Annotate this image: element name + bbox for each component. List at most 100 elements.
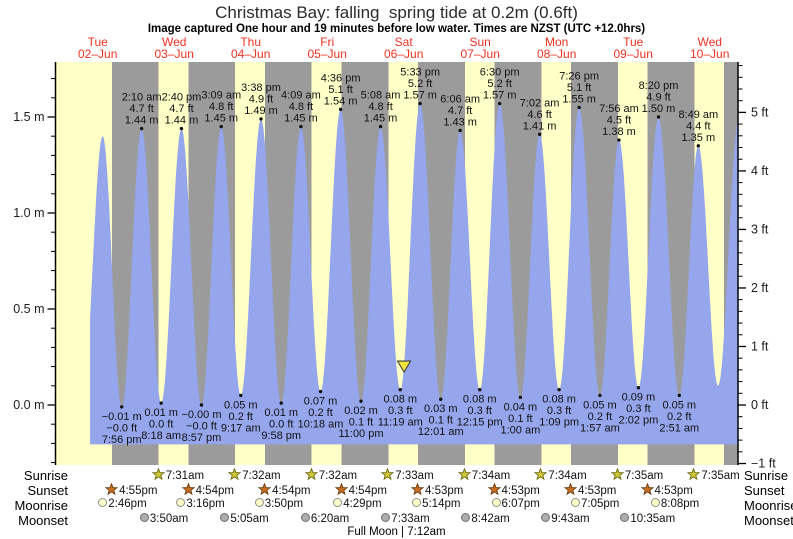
low-tide-label: −0.01 m −0.0 ft 7:56 pm — [102, 411, 142, 446]
tide-event-dot — [598, 393, 602, 398]
tide-label-line: 5:33 pm — [400, 67, 440, 79]
tide-label-line: 9:17 am — [221, 422, 261, 434]
tide-label-line: 0.1 ft — [349, 417, 373, 429]
tide-event-dot — [696, 144, 701, 148]
tide-label-line: 2:51 am — [659, 422, 699, 434]
tide-event-dot — [636, 386, 641, 390]
high-tide-label: 2:10 am 4.7 ft 1.44 m — [122, 92, 162, 127]
high-tide-label: 4:36 pm 5.1 ft 1.54 m — [321, 72, 361, 107]
m-axis-label: 0.5 m — [13, 302, 44, 316]
tide-event-dot — [518, 395, 523, 400]
tide-label-line: 0.08 m — [463, 394, 497, 406]
high-tide-label: 5:08 am 4.8 ft 1.45 m — [361, 90, 401, 125]
low-tide-label: 0.03 m 0.1 ft 12:01 am — [418, 403, 464, 438]
tide-label-line: 1.49 m — [244, 105, 278, 117]
tide-event-dot — [557, 387, 561, 392]
tide-label-line: 1.45 m — [364, 113, 398, 125]
m-axis-label: 0.0 m — [13, 398, 44, 412]
tide-label-line: 0.08 m — [542, 394, 576, 406]
tide-label-line: 0.08 m — [383, 394, 417, 406]
high-tide-label: 6:06 am 4.7 ft 1.43 m — [440, 93, 480, 128]
ft-axis-label: 4 ft — [751, 164, 769, 178]
tide-event-dot — [259, 117, 263, 121]
low-tide-label: 0.04 m 0.1 ft 1:00 am — [501, 401, 541, 436]
high-tide-label: 3:38 pm 4.9 ft 1.49 m — [241, 82, 281, 117]
tide-label-line: 3:09 am — [201, 90, 241, 102]
tide-label-line: −0.0 ft — [186, 421, 217, 433]
full-moon-note: Full Moon | 7:12am — [347, 526, 446, 538]
tide-label-line: −0.0 ft — [106, 422, 137, 434]
tide-curve — [90, 103, 739, 445]
day-weekday: Sat — [394, 35, 413, 49]
ft-axis-label: 3 ft — [751, 222, 769, 236]
tide-label-line: 4:09 am — [281, 90, 321, 102]
day-weekday: Tue — [87, 35, 108, 49]
tide-label-line: 2:40 pm — [162, 92, 202, 104]
tide-label-line: 0.01 m — [144, 407, 178, 419]
tide-label-line: 12:01 am — [418, 426, 464, 438]
day-weekday: Fri — [320, 35, 335, 49]
tide-label-line: 0.02 m — [344, 405, 378, 417]
tide-label-line: 3:38 pm — [241, 82, 281, 94]
tide-event-dot — [159, 401, 163, 405]
low-tide-label: 0.02 m 0.1 ft 11:00 pm — [338, 405, 383, 440]
tide-label-line: 4.7 ft — [169, 103, 193, 115]
tide-label-line: 6:06 am — [440, 93, 480, 105]
tide-label-line: 4.6 ft — [527, 109, 551, 121]
tide-label-line: 10:18 am — [298, 419, 344, 431]
tide-label-line: 0.2 ft — [229, 411, 253, 423]
day-date: 05–Jun — [307, 47, 347, 61]
tide-event-dot — [299, 124, 303, 129]
tide-event-dot — [239, 393, 243, 398]
high-tide-label: 5:33 pm 5.2 ft 1.57 m — [400, 67, 440, 102]
day-label: Tue 02–Jun — [60, 36, 136, 60]
day-date: 08–Jun — [537, 47, 577, 61]
day-date: 10–Jun — [690, 47, 730, 61]
high-tide-label: 7:26 pm 5.1 ft 1.55 m — [559, 70, 599, 105]
low-tide-label: 0.01 m 0.0 ft 9:58 pm — [261, 407, 301, 442]
tide-label-line: 1.50 m — [642, 103, 676, 115]
page-title: Christmas Bay: falling spring tide at 0.… — [215, 3, 578, 22]
tide-label-line: 0.1 ft — [508, 413, 532, 425]
tide-label-line: −0.00 m — [181, 409, 221, 421]
tide-label-line: 1.43 m — [443, 116, 477, 128]
tide-label-line: 4.5 ft — [607, 115, 631, 127]
tide-event-dot — [318, 389, 323, 394]
tide-label-line: 1:57 am — [580, 422, 620, 434]
tide-label-line: 1.38 m — [602, 126, 636, 138]
tide-label-line: 1.35 m — [681, 132, 715, 144]
day-label: Sun 07–Jun — [442, 36, 518, 60]
tide-label-line: 5.1 ft — [567, 82, 591, 94]
tide-label-line: 8:20 pm — [639, 80, 679, 92]
tide-label-line: 0.2 ft — [667, 411, 691, 423]
low-tide-label: 0.05 m 0.2 ft 2:51 am — [659, 399, 699, 434]
high-tide-label: 8:20 pm 4.9 ft 1.50 m — [639, 80, 679, 115]
day-weekday: Wed — [697, 35, 722, 49]
day-label: Thu 04–Jun — [213, 36, 289, 60]
tide-event-dot — [179, 126, 184, 131]
tide-label-line: −0.01 m — [102, 411, 142, 423]
tide-label-line: 2:10 am — [122, 92, 162, 104]
day-date: 03–Jun — [154, 47, 194, 61]
day-date: 02–Jun — [78, 47, 118, 61]
ft-axis-label: −1 ft — [751, 457, 776, 471]
tide-event-dot — [338, 107, 343, 112]
tide-label-line: 0.2 ft — [308, 407, 332, 419]
m-axis-label: 1.0 m — [13, 206, 44, 220]
ft-axis-label: 5 ft — [751, 105, 769, 119]
tide-label-line: 7:56 am — [599, 103, 639, 115]
tide-event-dot — [139, 126, 144, 131]
high-tide-label: 2:40 pm 4.7 ft 1.44 m — [162, 92, 202, 127]
tide-event-dot — [279, 401, 283, 405]
tide-label-line: 0.3 ft — [626, 403, 650, 415]
day-labels-row: Tue 02–Jun Wed 03–Jun Thu 04–Jun Fri 05–Jun Sat 0… — [0, 0, 793, 62]
tide-event-dot — [418, 101, 422, 106]
low-tide-label: 0.05 m 0.2 ft 1:57 am — [580, 399, 620, 434]
tide-label-line: 11:19 am — [378, 417, 423, 429]
m-axis-label: 1.5 m — [13, 110, 44, 124]
tide-label-line: 4.7 ft — [129, 103, 153, 115]
tide-label-line: 4.9 ft — [249, 93, 273, 105]
high-tide-label: 3:09 am 4.8 ft 1.45 m — [201, 90, 241, 125]
